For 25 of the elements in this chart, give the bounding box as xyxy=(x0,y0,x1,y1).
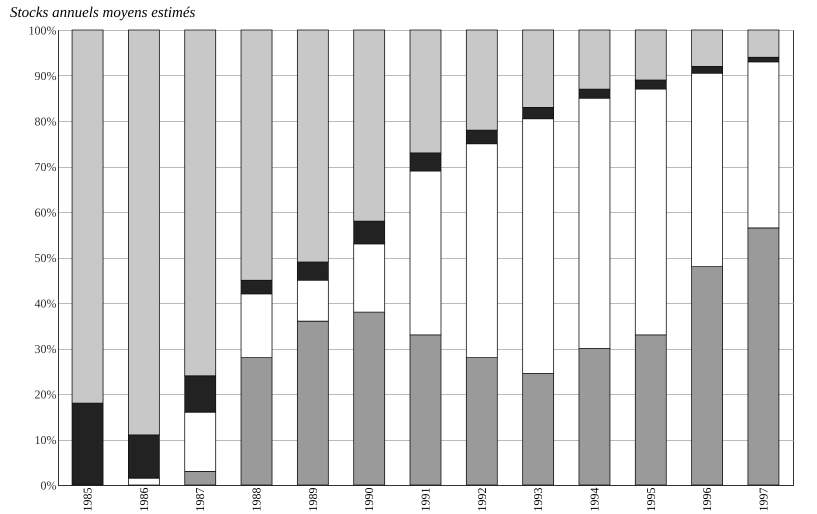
y-tick-label: 20% xyxy=(34,388,56,402)
chart-title: Stocks annuels moyens estimés xyxy=(10,5,196,21)
x-tick-label: 1989 xyxy=(306,488,320,512)
x-tick-label: 1995 xyxy=(644,488,658,512)
x-tick-label: 1988 xyxy=(250,488,264,512)
y-tick-label: 80% xyxy=(34,114,56,128)
x-tick-label: 1997 xyxy=(756,488,770,512)
x-tick-label: 1986 xyxy=(136,488,151,512)
x-tick-label: 1996 xyxy=(700,488,714,512)
x-tick-label: 1990 xyxy=(362,488,376,512)
y-tick-label: 30% xyxy=(34,342,56,356)
x-tick-label: 1985 xyxy=(80,488,95,512)
x-tick-label: 1992 xyxy=(474,488,489,512)
x-tick-label: 1991 xyxy=(418,488,432,512)
y-tick-label: 100% xyxy=(28,24,56,38)
x-tick-label: 1993 xyxy=(531,488,546,512)
x-tick-label: 1987 xyxy=(193,488,208,512)
y-tick-label: 0% xyxy=(40,478,56,492)
y-tick-label: 70% xyxy=(34,160,56,174)
y-tick-label: 60% xyxy=(34,206,56,220)
y-tick-label: 10% xyxy=(34,433,56,447)
y-tick-label: 40% xyxy=(34,296,56,310)
x-tick-label: 1994 xyxy=(587,488,602,512)
y-tick-label: 90% xyxy=(34,69,56,83)
y-tick-label: 50% xyxy=(34,251,56,265)
